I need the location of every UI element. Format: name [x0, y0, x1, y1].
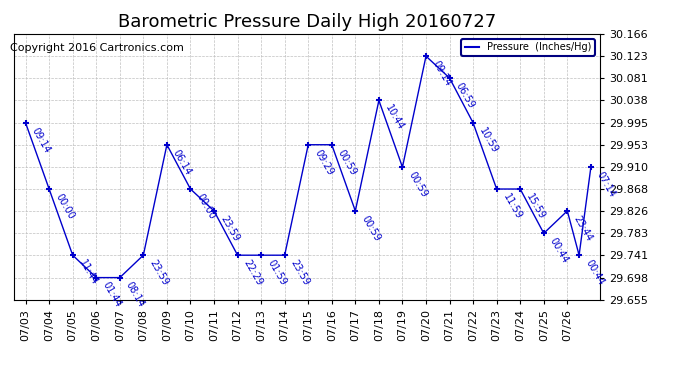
Text: 00:00: 00:00: [53, 192, 76, 221]
Legend: Pressure  (Inches/Hg): Pressure (Inches/Hg): [461, 39, 595, 56]
Text: 08:14: 08:14: [124, 280, 146, 309]
Text: 09:14: 09:14: [30, 126, 52, 154]
Text: 00:44: 00:44: [583, 258, 606, 287]
Text: 15:59: 15:59: [524, 192, 547, 221]
Text: 23:59: 23:59: [148, 258, 170, 287]
Text: 00:59: 00:59: [359, 214, 382, 243]
Text: 11:59: 11:59: [501, 192, 524, 221]
Text: 06:59: 06:59: [454, 81, 476, 110]
Text: 07:14: 07:14: [595, 170, 618, 199]
Title: Barometric Pressure Daily High 20160727: Barometric Pressure Daily High 20160727: [118, 13, 496, 31]
Text: 23:59: 23:59: [218, 214, 241, 243]
Text: 23:59: 23:59: [289, 258, 311, 287]
Text: Copyright 2016 Cartronics.com: Copyright 2016 Cartronics.com: [10, 43, 184, 52]
Text: 00:59: 00:59: [336, 147, 359, 177]
Text: 22:29: 22:29: [241, 258, 264, 287]
Text: 10:59: 10:59: [477, 126, 500, 155]
Text: 00:00: 00:00: [195, 192, 217, 221]
Text: 01:59: 01:59: [265, 258, 288, 287]
Text: 00:44: 00:44: [548, 236, 571, 265]
Text: 09:29: 09:29: [313, 147, 335, 177]
Text: 01:44: 01:44: [101, 280, 123, 309]
Text: 09:14: 09:14: [430, 59, 453, 88]
Text: 10:44: 10:44: [383, 103, 406, 132]
Text: 11:44: 11:44: [77, 258, 99, 287]
Text: 06:14: 06:14: [171, 147, 194, 177]
Text: 23:44: 23:44: [571, 214, 594, 243]
Text: 00:59: 00:59: [406, 170, 429, 199]
